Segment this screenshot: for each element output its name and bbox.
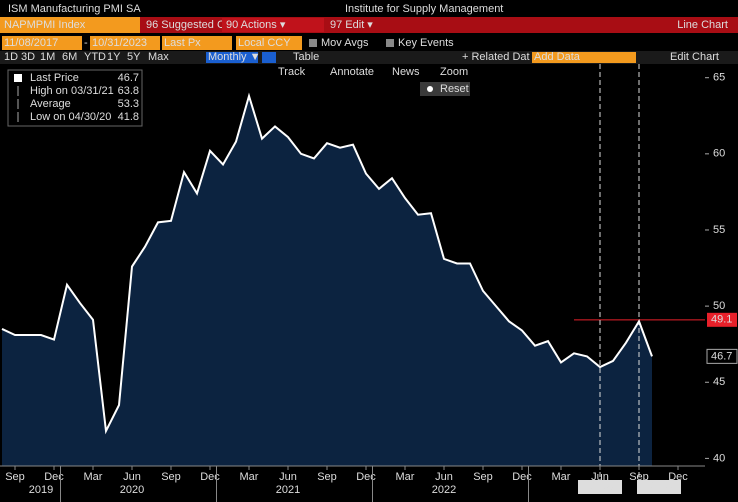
- x-tick-label: Jun: [123, 471, 141, 483]
- x-tick-label: Mar: [84, 471, 103, 483]
- legend-label: Low on 04/30/20: [30, 111, 111, 123]
- range-sep: -: [84, 37, 88, 49]
- source: Institute for Supply Management: [345, 3, 503, 15]
- start-date[interactable]: 11/08/2017: [4, 37, 58, 49]
- period-button[interactable]: 1Y: [107, 51, 121, 63]
- currency[interactable]: Local CCY: [238, 37, 291, 49]
- chart-tool[interactable]: Zoom: [440, 66, 468, 78]
- x-tick-label: Sep: [629, 471, 649, 483]
- date-marker-box: [637, 480, 681, 494]
- reference-label: 49.1: [711, 314, 732, 326]
- legend-label: Last Price: [30, 72, 79, 84]
- actions-bg[interactable]: [222, 18, 324, 32]
- year-label: 2019: [29, 484, 53, 496]
- legend-value: 53.3: [118, 98, 139, 110]
- x-tick-label: Dec: [512, 471, 532, 483]
- x-tick-label: Dec: [668, 471, 688, 483]
- last-value-label: 46.7: [711, 350, 732, 362]
- x-tick-label: Dec: [356, 471, 376, 483]
- reset-button[interactable]: [420, 82, 470, 96]
- line-toggle[interactable]: [262, 52, 276, 63]
- frequency[interactable]: Monthly ▼: [208, 51, 260, 63]
- last-value-bg: [706, 348, 738, 364]
- x-tick-label: Mar: [240, 471, 259, 483]
- start-field[interactable]: [2, 36, 82, 50]
- security-title: ISM Manufacturing PMI SA: [8, 3, 141, 15]
- price-field[interactable]: Last Px: [164, 37, 201, 49]
- x-tick-label: Sep: [161, 471, 181, 483]
- period-button[interactable]: 6M: [62, 51, 77, 63]
- y-tick-label: 40: [713, 452, 725, 464]
- reset-icon: [427, 86, 433, 92]
- year-label: 2022: [432, 484, 456, 496]
- legend-swatch: [14, 74, 22, 82]
- x-tick-label: Jun: [591, 471, 609, 483]
- ccy-box[interactable]: [236, 36, 302, 50]
- x-tick-label: Sep: [317, 471, 337, 483]
- reset-label[interactable]: Reset: [440, 83, 469, 95]
- reference-label-bg: [707, 312, 737, 327]
- legend-label: Average: [30, 98, 71, 110]
- x-tick-label: Sep: [473, 471, 493, 483]
- frequency-bg[interactable]: [206, 52, 258, 63]
- period-button[interactable]: 1D: [4, 51, 18, 63]
- period-button[interactable]: YTD: [84, 51, 106, 63]
- end-field[interactable]: [90, 36, 160, 50]
- mov-avgs[interactable]: Mov Avgs: [321, 37, 369, 49]
- edit-menu[interactable]: 97 Edit ▾: [330, 19, 373, 31]
- x-tick-label: Mar: [552, 471, 571, 483]
- y-tick-label: 65: [713, 72, 725, 84]
- period-button[interactable]: 1M: [40, 51, 55, 63]
- period-button[interactable]: 5Y: [127, 51, 141, 63]
- period-button[interactable]: Max: [148, 51, 169, 63]
- x-tick-label: Sep: [5, 471, 25, 483]
- add-data-field[interactable]: [532, 52, 636, 63]
- price-line: [1, 92, 653, 435]
- year-label: 2021: [276, 484, 300, 496]
- date-marker-label: 09/30/23: [638, 481, 681, 493]
- related-data[interactable]: + Related Dat: [462, 51, 530, 63]
- field-box[interactable]: [162, 36, 232, 50]
- ticker[interactable]: NAPMPMI Index: [4, 19, 86, 31]
- mov-avgs-check[interactable]: [309, 39, 317, 47]
- year-label: 2020: [120, 484, 144, 496]
- edit-chart[interactable]: Edit Chart: [670, 51, 719, 63]
- table-button[interactable]: Table: [293, 51, 319, 63]
- x-tick-label: Dec: [200, 471, 220, 483]
- key-events[interactable]: Key Events: [398, 37, 454, 49]
- date-marker-label: 06/30/2: [579, 481, 616, 493]
- legend-label: High on 03/31/21: [30, 85, 114, 97]
- chart-tool[interactable]: News: [392, 66, 420, 78]
- area-fill: [2, 95, 652, 467]
- y-tick-label: 60: [713, 148, 725, 160]
- legend-value: 46.7: [118, 72, 139, 84]
- y-tick-label: 55: [713, 224, 725, 236]
- legend-value: 63.8: [118, 85, 139, 97]
- chart-tool[interactable]: Annotate: [330, 66, 374, 78]
- ticker-box[interactable]: [0, 17, 140, 33]
- legend-value: 41.8: [118, 111, 139, 123]
- date-marker-box: [578, 480, 622, 494]
- actions-menu[interactable]: 90 Actions ▾: [226, 19, 286, 31]
- x-tick-label: Dec: [44, 471, 64, 483]
- end-date[interactable]: 10/31/2023: [92, 37, 147, 49]
- x-tick-label: Jun: [279, 471, 297, 483]
- period-button[interactable]: 3D: [21, 51, 35, 63]
- legend-box: [7, 69, 143, 127]
- chart-type: Line Chart: [677, 19, 728, 31]
- y-tick-label: 50: [713, 300, 725, 312]
- chart-tool[interactable]: Track: [278, 66, 306, 78]
- x-tick-label: Jun: [435, 471, 453, 483]
- year-label: 2023: [588, 484, 612, 496]
- x-tick-label: Mar: [396, 471, 415, 483]
- add-data[interactable]: Add Data: [534, 51, 581, 63]
- key-events-check[interactable]: [386, 39, 394, 47]
- y-tick-label: 45: [713, 376, 725, 388]
